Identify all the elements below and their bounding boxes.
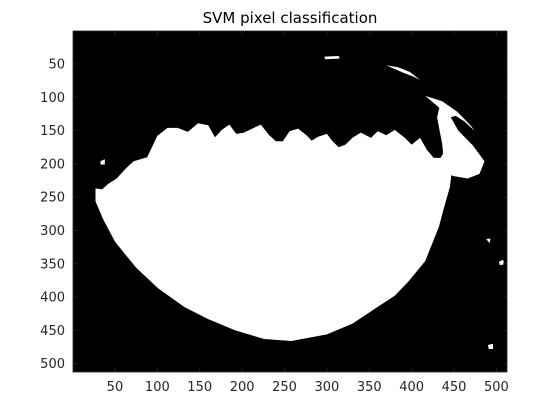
artifact-region-6 — [498, 259, 504, 266]
x-tick-label: 300 — [314, 380, 339, 395]
y-tick-label: 250 — [40, 191, 65, 206]
axes-frame — [72, 30, 508, 373]
y-tick-label: 50 — [48, 57, 65, 72]
y-tick-label: 150 — [40, 124, 65, 139]
x-tick-label: 200 — [230, 380, 255, 395]
y-tick-label: 500 — [40, 357, 65, 372]
x-tick-label: 400 — [399, 380, 424, 395]
y-axis: 50 100 150 200 250 300 350 400 450 500 — [40, 57, 507, 372]
artifact-region-4 — [324, 56, 340, 60]
classified-region — [95, 123, 453, 341]
x-tick-label: 150 — [187, 380, 212, 395]
y-tick-label: 300 — [40, 224, 65, 239]
y-tick-label: 100 — [40, 91, 65, 106]
y-tick-label: 450 — [40, 324, 65, 339]
y-tick-label: 400 — [40, 291, 65, 306]
artifact-region-1 — [386, 65, 421, 80]
x-tick-label: 500 — [484, 380, 509, 395]
y-tick-label: 200 — [40, 157, 65, 172]
x-tick-label: 50 — [107, 380, 124, 395]
plot-area — [73, 31, 507, 372]
x-axis: 50 100 150 200 250 300 350 400 450 500 — [107, 31, 509, 395]
x-tick-label: 100 — [145, 380, 170, 395]
chart-title: SVM pixel classification — [203, 9, 378, 27]
artifact-region-3 — [437, 102, 485, 179]
artifact-region-2 — [425, 95, 475, 131]
x-tick-label: 350 — [357, 380, 382, 395]
artifact-region-5 — [100, 159, 105, 165]
artifact-region-7 — [487, 343, 493, 349]
classified-regions — [95, 56, 504, 349]
artifact-region-8 — [486, 238, 491, 244]
y-tick-label: 350 — [40, 257, 65, 272]
x-tick-label: 450 — [442, 380, 467, 395]
x-tick-label: 250 — [272, 380, 297, 395]
